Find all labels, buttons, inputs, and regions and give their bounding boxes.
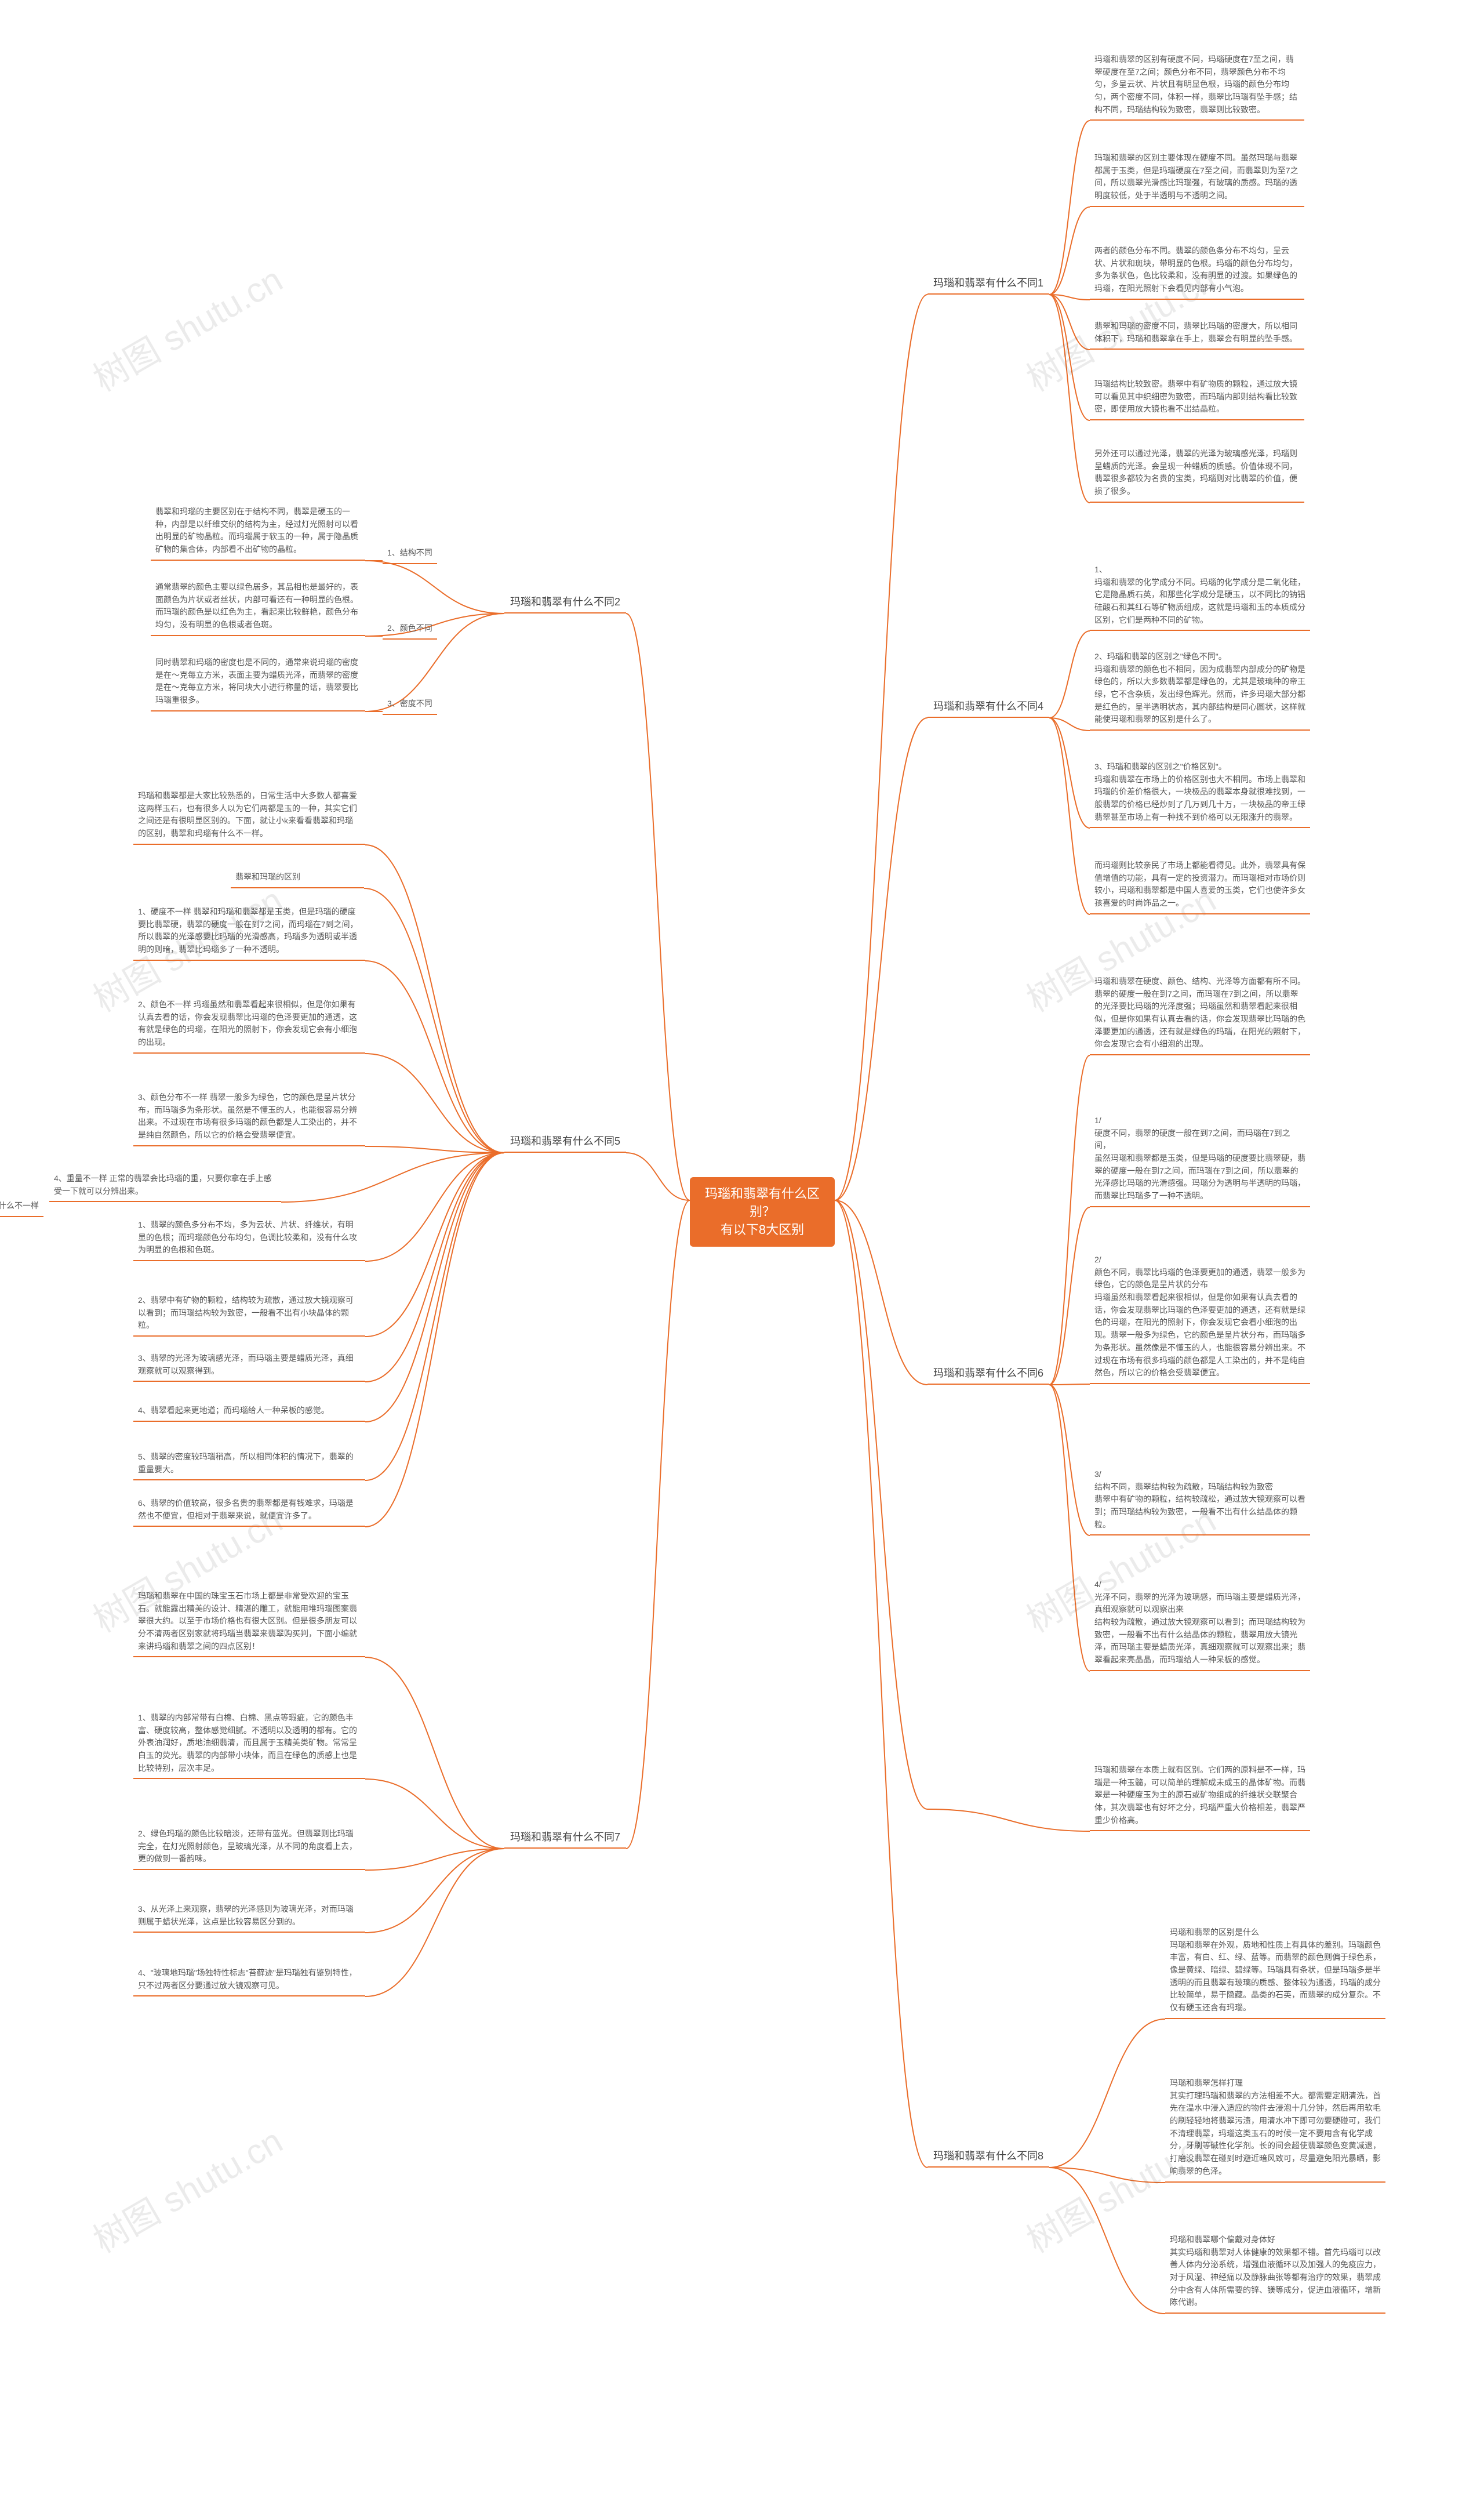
leaf-node: 玛瑙和翡翠都是大家比较熟悉的，日常生活中大多数人都喜爱这两样玉石，也有很多人以为… [133, 789, 365, 845]
leaf-node: 玛瑙和翡翠的区别是什么 玛瑙和翡翠在外观，质地和性质上有具体的差别。玛瑙颜色丰富… [1165, 1925, 1385, 2019]
leaf-node: 4、"玻璃地玛瑙"场独特性标志"苔藓迹"是玛瑙独有鉴别特性，只不过两者区分要通过… [133, 1966, 365, 1996]
leaf-suffix: 1、结构不同 [383, 546, 437, 564]
leaf-node: 玛瑙结构比较致密。翡翠中有矿物质的颗粒，通过放大镜可以看见其中织细密为致密，而玛… [1090, 377, 1304, 420]
leaf-node: 翡翠和玛瑙的密度不同，翡翠比玛瑙的密度大，所以相同体积下，玛瑙和翡翠拿在手上，翡… [1090, 319, 1304, 350]
leaf-node: 6、翡翠的价值较高，很多名贵的翡翠都是有钱难求，玛瑙是然也不便宜，但相对于翡翠来… [133, 1496, 365, 1527]
leaf-node: 5、翡翠的密度较玛瑙稍高，所以相同体积的情况下，翡翠的重量要大。 [133, 1450, 365, 1480]
leaf-node: 2、绿色玛瑙的颜色比较暗淡，还带有蓝光。但翡翠则比玛瑙完全，在灯光照射颜色，呈玻… [133, 1827, 365, 1870]
leaf-node: 3/ 结构不同，翡翠结构较为疏散，玛瑙结构较为致密 翡翠中有矿物的颗粒，结构较疏… [1090, 1467, 1310, 1535]
leaf-node: 翡翠和玛瑙的主要区别在于结构不同，翡翠是硬玉的一种，内部是以纤维交织的结构为主，… [151, 504, 365, 561]
branch-node: 玛瑙和翡翠有什么不同5 [504, 1131, 626, 1153]
leaf-node: 玛瑙和翡翠在本质上就有区别。它们两的原料是不一样，玛瑙是一种玉髓，可以简单的理解… [1090, 1763, 1310, 1831]
branch-node: 玛瑙和翡翠有什么不同6 [928, 1363, 1049, 1385]
leaf-suffix: 3、密度不同 [383, 696, 437, 715]
root-node: 玛瑙和翡翠有什么区别？ 有以下8大区别 [690, 1177, 835, 1247]
leaf-node: 3、从光泽上来观察，翡翠的光泽感则为玻璃光泽，对而玛瑙则属于蜡状光泽，这点是比较… [133, 1902, 365, 1933]
leaf-node: 1、 玛瑙和翡翠的化学成分不同。玛瑙的化学成分是二氧化硅，它是隐晶质石英，和那些… [1090, 562, 1310, 631]
leaf-suffix: 2、颜色不同 [383, 621, 437, 640]
leaf-node: 翡翠和玛瑙的区别 [231, 870, 364, 888]
leaf-node: 玛瑙和翡翠的区别有硬度不同，玛瑙硬度在7至之间，翡翠硬度在至7之间；颜色分布不同… [1090, 52, 1304, 121]
leaf-node: 1、硬度不一样 翡翠和玛瑙和翡翠都是玉类，但是玛瑙的硬度要比翡翠硬，翡翠的硬度一… [133, 905, 365, 961]
leaf-node: 4、重量不一样 正常的翡翠会比玛瑙的重，只要你拿在手上感受一下就可以分辨出来。 [49, 1171, 281, 1202]
leaf-node: 2、翡翠中有矿物的颗粒，结构较为疏散，通过放大镜观察可以看到；而玛瑙结构较为致密… [133, 1293, 365, 1337]
leaf-node: 玛瑙和翡翠的区别主要体现在硬度不同。虽然玛瑙与翡翠都属于玉类，但是玛瑙硬度在7至… [1090, 151, 1304, 207]
leaf-node: 3、颜色分布不一样 翡翠一般多为绿色，它的颜色是呈片状分布，而玛瑙多为条形状。虽… [133, 1090, 365, 1146]
leaf-node: 玛瑙和翡翠在硬度、颜色、结构、光泽等方面都有所不同。翡翠的硬度一般在到7之间，而… [1090, 974, 1310, 1055]
watermark: 树图 shutu.cn [83, 2114, 290, 2263]
leaf-prefix: 翡翠和玛瑙有什么不一样 [0, 1199, 43, 1217]
leaf-node: 1、翡翠的颜色多分布不均，多为云状、片状、纤维状，有明显的色根；而玛瑙颜色分布均… [133, 1218, 365, 1261]
leaf-node: 2/ 颜色不同，翡翠比玛瑙的色泽要更加的通透，翡翠一般多为绿色，它的颜色是呈片状… [1090, 1253, 1310, 1384]
branch-node: 玛瑙和翡翠有什么不同1 [928, 273, 1049, 295]
leaf-node: 另外还可以通过光泽，翡翠的光泽为玻璃感光泽，玛瑙则呈蜡质的光泽。会呈现一种蜡质的… [1090, 446, 1304, 503]
leaf-node: 3、翡翠的光泽为玻璃感光泽，而玛瑙主要是蜡质光泽，真细观察就可以观察得到。 [133, 1351, 365, 1382]
watermark: 树图 shutu.cn [83, 252, 290, 401]
branch-node: 玛瑙和翡翠有什么不同4 [928, 696, 1049, 718]
leaf-node: 通常翡翠的颜色主要以绿色居多，其品相也是最好的，表面颜色为片状或者丝状，内部可看… [151, 580, 365, 636]
leaf-node: 而玛瑙则比较亲民了市场上都能看得见。此外，翡翠具有保值增值的功能，具有一定的投资… [1090, 858, 1310, 914]
leaf-node: 1/ 硬度不同，翡翠的硬度一般在到7之间，而玛瑙在7到之间， 虽然玛瑙和翡翠都是… [1090, 1113, 1310, 1207]
leaf-node: 玛瑙和翡翠怎样打理 其实打理玛瑙和翡翠的方法相差不大。都需要定期清洗，首先在温水… [1165, 2076, 1385, 2183]
branch-node: 玛瑙和翡翠有什么不同7 [504, 1827, 626, 1849]
leaf-node: 玛瑙和翡翠在中国的珠宝玉石市场上都是非常受欢迎的宝玉石。就能露出精美的设计、精湛… [133, 1589, 365, 1657]
leaf-node: 4、翡翠看起来更地道；而玛瑙给人一种呆板的感觉。 [133, 1403, 365, 1422]
leaf-node: 玛瑙和翡翠哪个偏戴对身体好 其实玛瑙和翡翠对人体健康的效果都不错。首先玛瑙可以改… [1165, 2232, 1385, 2314]
leaf-node: 1、翡翠的内部常带有白棉、白棉、黑点等瑕疵，它的颜色丰富、硬度较高，整体感觉细腻… [133, 1711, 365, 1779]
leaf-node: 4/ 光泽不同，翡翠的光泽为玻璃感，而玛瑙主要是蜡质光泽，真细观察就可以观察出来… [1090, 1577, 1310, 1671]
leaf-node: 两者的颜色分布不同。翡翠的颜色条分布不均匀，呈云状、片状和斑块，带明显的色根。玛… [1090, 244, 1304, 300]
leaf-node: 同时翡翠和玛瑙的密度也是不同的，通常来说玛瑙的密度是在～克每立方米，表面主要为蜡… [151, 655, 365, 711]
leaf-node: 3、玛瑙和翡翠的区别之"价格区别"。 玛瑙和翡翠在市场上的价格区别也大不相同。市… [1090, 760, 1310, 828]
leaf-node: 2、颜色不一样 玛瑙虽然和翡翠看起来很相似，但是你如果有认真去看的话，你会发现翡… [133, 997, 365, 1054]
branch-node: 玛瑙和翡翠有什么不同8 [928, 2146, 1049, 2168]
branch-node: 玛瑙和翡翠有什么不同2 [504, 591, 626, 613]
leaf-node: 2、玛瑙和翡翠的区别之"绿色不同"。 玛瑙和翡翠的颜色也不相同，因为成翡翠内部成… [1090, 649, 1310, 731]
